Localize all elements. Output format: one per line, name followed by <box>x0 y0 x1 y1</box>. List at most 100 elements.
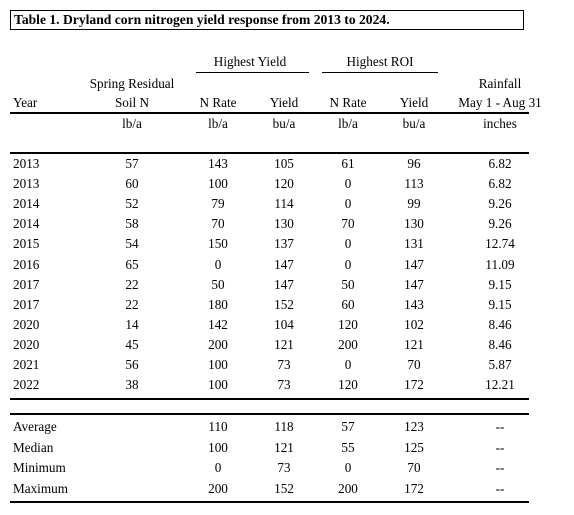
summary-cell-rainfall: -- <box>495 460 505 475</box>
header-highest-roi-n-rate: N Rate <box>329 95 367 110</box>
table-cell-highest-roi-n-rate: 0 <box>344 256 352 272</box>
unit-rainfall: inches <box>483 116 517 131</box>
header-year: Year <box>13 95 38 110</box>
summary-cell-highest-roi-n-rate: 0 <box>344 460 352 475</box>
summary-cell-rainfall: -- <box>495 480 505 496</box>
table-cell-rainfall: 8.46 <box>488 316 512 332</box>
table-cell-highest-yield-n-rate: 180 <box>208 296 228 312</box>
unit-soil-n: lb/a <box>122 116 142 131</box>
table-cell-highest-yield-n-rate: 150 <box>208 236 228 252</box>
table-cell-highest-roi-yield: 131 <box>404 236 424 252</box>
table-cell-highest-roi-yield: 121 <box>404 336 424 352</box>
table-cell-rainfall: 9.26 <box>488 196 512 212</box>
summary-cell-highest-yield-yield: 73 <box>277 460 291 475</box>
summary-cell-highest-roi-n-rate: 200 <box>338 480 358 496</box>
table-cell-rainfall: 9.26 <box>488 216 512 232</box>
summary-cell-highest-roi-yield: 123 <box>404 419 424 434</box>
summary-cell-year: Maximum <box>13 480 68 496</box>
table-cell-rainfall: 6.82 <box>488 156 512 171</box>
table-cell-year: 2022 <box>13 377 40 393</box>
table-cell-year: 2017 <box>13 296 40 312</box>
summary-cell-year: Median <box>13 439 54 455</box>
summary-cell-highest-yield-n-rate: 200 <box>208 480 228 496</box>
table-cell-year: 2017 <box>13 276 40 292</box>
table-cell-year: 2016 <box>13 256 40 272</box>
table-cell-highest-roi-yield: 130 <box>404 216 424 232</box>
table-cell-soil-n: 22 <box>125 276 139 292</box>
summary-cell-highest-roi-yield: 172 <box>404 480 424 496</box>
table-cell-highest-roi-yield: 99 <box>407 196 421 212</box>
table-cell-highest-roi-yield: 147 <box>404 276 424 292</box>
table-cell-highest-roi-yield: 143 <box>404 296 424 312</box>
header-rainfall-line2: May 1 - Aug 31 <box>458 95 542 110</box>
table-cell-rainfall: 9.15 <box>488 296 512 312</box>
unit-highest-yield-n-rate: lb/a <box>208 116 228 131</box>
table-cell-soil-n: 58 <box>125 216 139 232</box>
table-cell-rainfall: 12.21 <box>485 377 515 393</box>
header-highest-yield-yield: Yield <box>269 95 299 110</box>
table-cell-highest-yield-n-rate: 143 <box>208 156 228 171</box>
units-divider <box>10 152 529 154</box>
table-cell-year: 2021 <box>13 357 40 372</box>
header-soil-n-line2: Soil N <box>114 95 150 110</box>
table-cell-year: 2014 <box>13 196 40 212</box>
table-cell-highest-yield-yield: 147 <box>274 276 294 292</box>
summary-cell-highest-yield-yield: 121 <box>274 439 294 455</box>
unit-highest-roi-n-rate: lb/a <box>338 116 358 131</box>
table-cell-highest-yield-yield: 73 <box>277 357 291 372</box>
table-cell-highest-roi-n-rate: 0 <box>344 196 352 212</box>
unit-highest-yield-yield: bu/a <box>272 116 296 131</box>
table-cell-soil-n: 60 <box>125 176 139 192</box>
table-cell-highest-yield-n-rate: 100 <box>208 377 228 393</box>
summary-cell-year: Average <box>13 419 57 434</box>
table-cell-highest-yield-yield: 152 <box>274 296 294 312</box>
table-cell-highest-yield-yield: 114 <box>274 196 294 212</box>
table-cell-rainfall: 11.09 <box>485 256 515 272</box>
group-header-highest-yield: Highest Yield <box>213 54 287 69</box>
summary-cell-highest-roi-n-rate: 57 <box>341 419 355 434</box>
table-title: Table 1. Dryland corn nitrogen yield res… <box>10 10 524 30</box>
table-cell-highest-yield-yield: 104 <box>274 316 294 332</box>
table-cell-year: 2020 <box>13 336 40 352</box>
summary-cell-rainfall: -- <box>495 439 505 455</box>
table-cell-highest-yield-yield: 120 <box>274 176 294 192</box>
table-cell-year: 2020 <box>13 316 40 332</box>
table-cell-highest-yield-n-rate: 200 <box>208 336 228 352</box>
table-cell-soil-n: 22 <box>125 296 139 312</box>
table-cell-highest-roi-yield: 70 <box>407 357 421 372</box>
table-cell-highest-yield-n-rate: 50 <box>211 276 225 292</box>
table-cell-highest-roi-n-rate: 0 <box>344 176 352 192</box>
table-cell-rainfall: 6.82 <box>488 176 512 192</box>
summary-cell-highest-yield-n-rate: 100 <box>208 439 228 455</box>
summary-cell-rainfall: -- <box>495 419 505 434</box>
table-cell-rainfall: 9.15 <box>488 276 512 292</box>
table-cell-highest-roi-n-rate: 0 <box>344 236 352 252</box>
summary-top-divider <box>10 413 529 415</box>
group-underline-highest-roi <box>322 72 438 73</box>
summary-cell-highest-yield-yield: 118 <box>274 419 294 434</box>
summary-cell-highest-yield-yield: 152 <box>274 480 294 496</box>
table-cell-year: 2015 <box>13 236 40 252</box>
table-cell-highest-yield-yield: 130 <box>274 216 294 232</box>
header-soil-n-line1: Spring Residual <box>89 76 175 91</box>
table-cell-highest-roi-n-rate: 61 <box>341 156 355 171</box>
table-cell-highest-roi-n-rate: 50 <box>341 276 355 292</box>
table-cell-highest-roi-yield: 172 <box>404 377 424 393</box>
header-highest-yield-n-rate: N Rate <box>199 95 237 110</box>
table-cell-soil-n: 45 <box>125 336 139 352</box>
table-cell-highest-roi-yield: 113 <box>404 176 424 192</box>
summary-cell-highest-yield-n-rate: 110 <box>208 419 228 434</box>
table-cell-highest-roi-yield: 147 <box>404 256 424 272</box>
table-cell-highest-roi-yield: 102 <box>404 316 424 332</box>
table-cell-highest-yield-n-rate: 70 <box>211 216 225 232</box>
table-cell-rainfall: 12.74 <box>485 236 515 252</box>
table-bottom-divider <box>10 501 529 503</box>
table-cell-highest-yield-n-rate: 0 <box>214 256 222 272</box>
summary-cell-year: Minimum <box>13 460 66 475</box>
table-cell-highest-yield-yield: 147 <box>274 256 294 272</box>
header-rainfall-line1: Rainfall <box>478 76 522 91</box>
table-cell-soil-n: 56 <box>125 357 139 372</box>
table-cell-highest-yield-yield: 105 <box>274 156 294 171</box>
table-cell-highest-yield-n-rate: 100 <box>208 176 228 192</box>
summary-cell-highest-roi-yield: 125 <box>404 439 424 455</box>
